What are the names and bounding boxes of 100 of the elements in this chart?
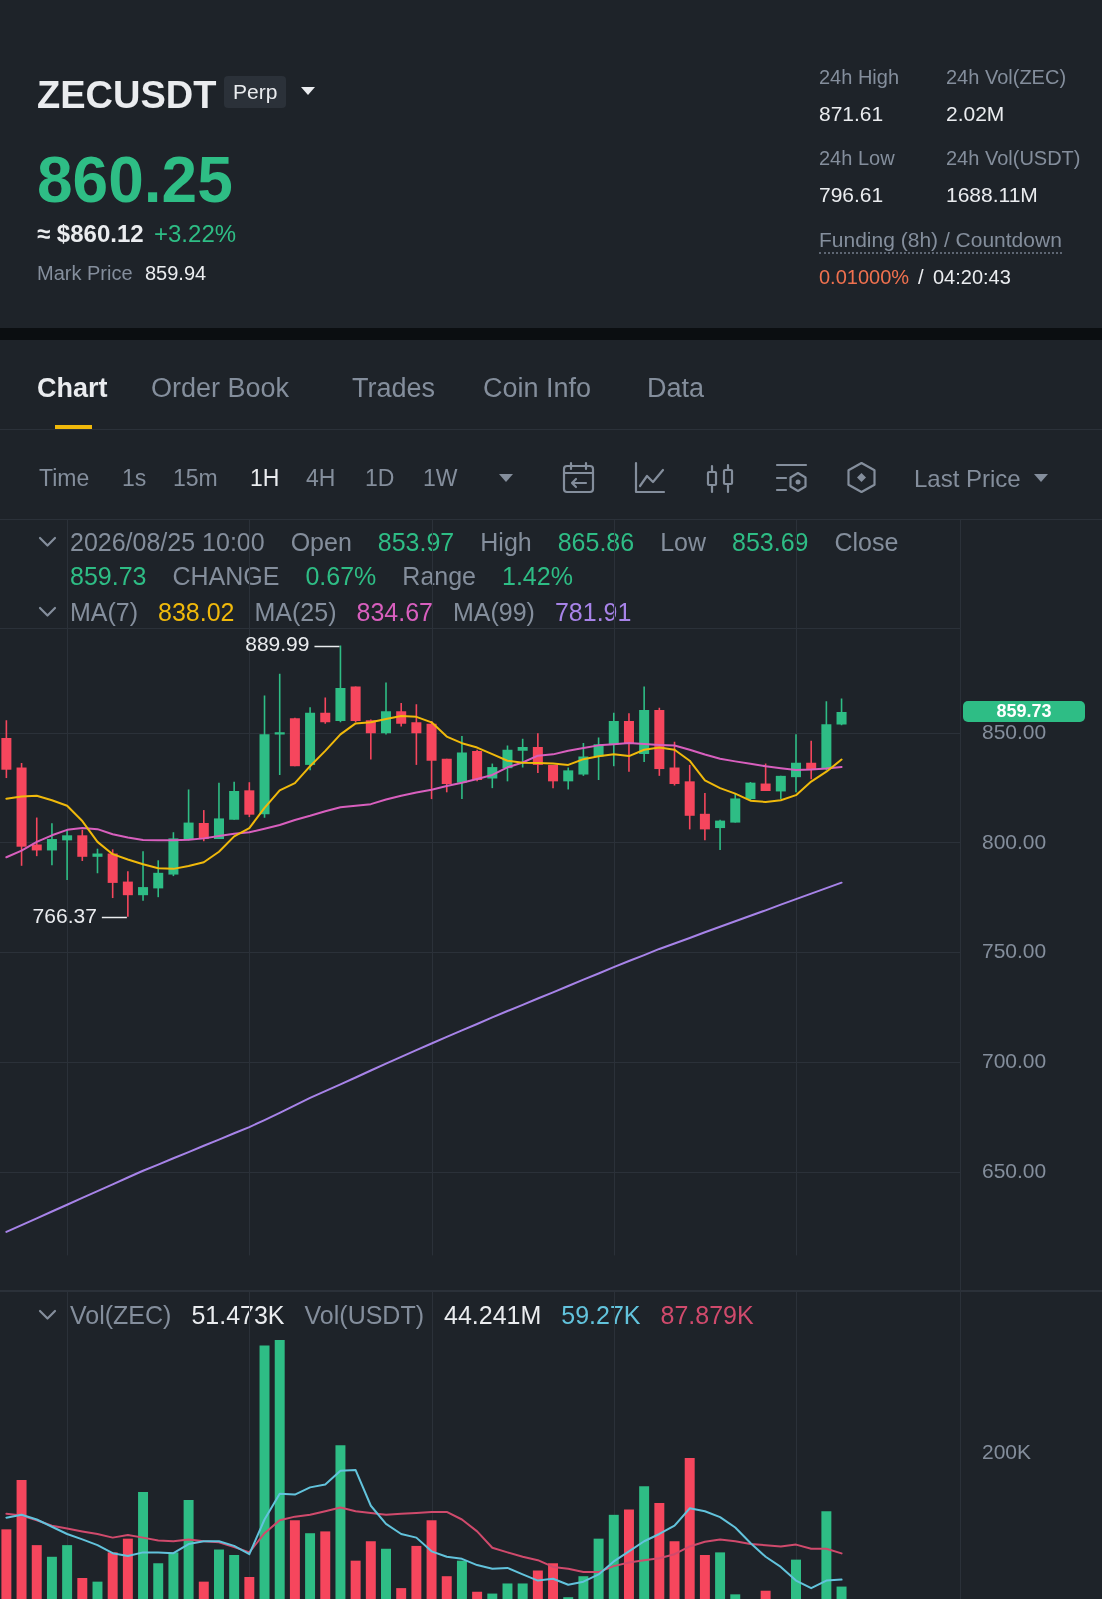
text: 838.02	[158, 597, 235, 628]
bar	[472, 1591, 483, 1599]
text: 781.91	[554, 597, 632, 628]
bar	[46, 1556, 57, 1599]
text: Vol(USDT)	[304, 1300, 425, 1331]
bar	[62, 1545, 73, 1599]
text: Range	[402, 561, 476, 592]
bar	[77, 1578, 88, 1599]
text: Chart	[37, 372, 108, 404]
text: Vol(ZEC)	[70, 1300, 172, 1331]
bar	[213, 1549, 224, 1599]
text: Open	[290, 527, 352, 558]
y-tick-label: 700.00	[982, 1049, 1047, 1073]
candlestick	[274, 672, 285, 776]
text: Close	[834, 527, 899, 558]
bar	[259, 1345, 270, 1599]
candlestick	[836, 697, 847, 726]
text: 853.69	[732, 527, 809, 558]
annotation: 766.37	[32, 903, 97, 927]
bar	[305, 1533, 316, 1599]
bar	[821, 1511, 832, 1599]
bar	[138, 1492, 149, 1599]
bar	[715, 1552, 726, 1599]
y-tick-label: 650.00	[982, 1158, 1047, 1182]
text: 0.67%	[305, 561, 377, 592]
candlestick	[715, 818, 726, 851]
bar	[608, 1514, 619, 1599]
bar	[623, 1509, 634, 1599]
text: 1W	[423, 464, 458, 492]
candlestick	[760, 762, 771, 792]
candlestick	[77, 829, 88, 862]
badge: Perp	[224, 76, 287, 108]
bar	[791, 1559, 801, 1599]
text: 24h High	[819, 65, 900, 89]
text: +3.22%	[154, 218, 237, 248]
candlestick	[623, 712, 634, 773]
candlestick	[669, 740, 680, 787]
text: Funding (8h) / Countdown	[819, 226, 1062, 254]
annotation: 889.99	[245, 632, 310, 656]
text: Trades	[352, 372, 436, 404]
bar	[532, 1570, 543, 1599]
candlestick	[608, 711, 619, 767]
text: High	[480, 527, 532, 558]
text: 1D	[365, 464, 395, 492]
bar	[274, 1340, 285, 1599]
bar	[183, 1500, 194, 1599]
text: Order Book	[151, 372, 290, 404]
text: 1s	[122, 464, 147, 492]
text: 796.61	[819, 181, 884, 207]
y-tick-label: 750.00	[982, 939, 1047, 963]
bar	[244, 1576, 255, 1599]
bar	[335, 1445, 346, 1599]
text: MA(7)	[70, 597, 139, 628]
text: 24h Vol(USDT)	[946, 146, 1081, 170]
candlestick	[62, 828, 73, 881]
candlestick	[92, 847, 103, 875]
bar	[168, 1552, 179, 1599]
bar	[684, 1458, 695, 1599]
text: MA(99)	[452, 597, 535, 628]
bar	[669, 1541, 680, 1599]
text: 87.879K	[660, 1300, 754, 1331]
bar	[198, 1581, 209, 1599]
candlestick	[517, 737, 528, 769]
text: CHANGE	[172, 561, 280, 592]
text: 2026/08/25 10:00	[70, 527, 265, 558]
bar	[229, 1554, 240, 1599]
bar	[836, 1586, 847, 1599]
text: 1H	[250, 464, 280, 492]
bar	[593, 1538, 604, 1599]
bar	[456, 1560, 467, 1599]
bar	[578, 1576, 589, 1599]
bar	[502, 1583, 513, 1599]
text: 4H	[306, 464, 336, 492]
text: Coin Info	[483, 372, 592, 404]
text: 44.241M	[444, 1300, 542, 1331]
text: 860.25	[37, 142, 233, 218]
bar	[1, 1529, 12, 1599]
candlestick	[380, 681, 392, 736]
text: 59.27K	[561, 1300, 641, 1331]
text: 834.67	[356, 597, 433, 628]
text: 859.94	[145, 261, 207, 285]
bar	[320, 1531, 331, 1599]
text: 200K	[982, 1438, 1032, 1464]
text: MA(25)	[254, 597, 337, 628]
bar	[396, 1588, 407, 1599]
text: 865.86	[557, 527, 635, 558]
text: Low	[660, 527, 707, 558]
text: Time	[39, 464, 90, 492]
bar	[381, 1548, 391, 1599]
bar	[441, 1576, 452, 1599]
text: 1688.11M	[946, 181, 1038, 207]
bar	[699, 1554, 710, 1599]
text: 2.02M	[946, 100, 1005, 126]
text: 859.73	[70, 561, 147, 592]
bar	[16, 1480, 27, 1599]
bar	[426, 1520, 437, 1599]
candlestick	[699, 792, 710, 842]
bar	[639, 1486, 650, 1599]
text: Mark Price	[37, 261, 133, 285]
bar	[730, 1594, 741, 1599]
